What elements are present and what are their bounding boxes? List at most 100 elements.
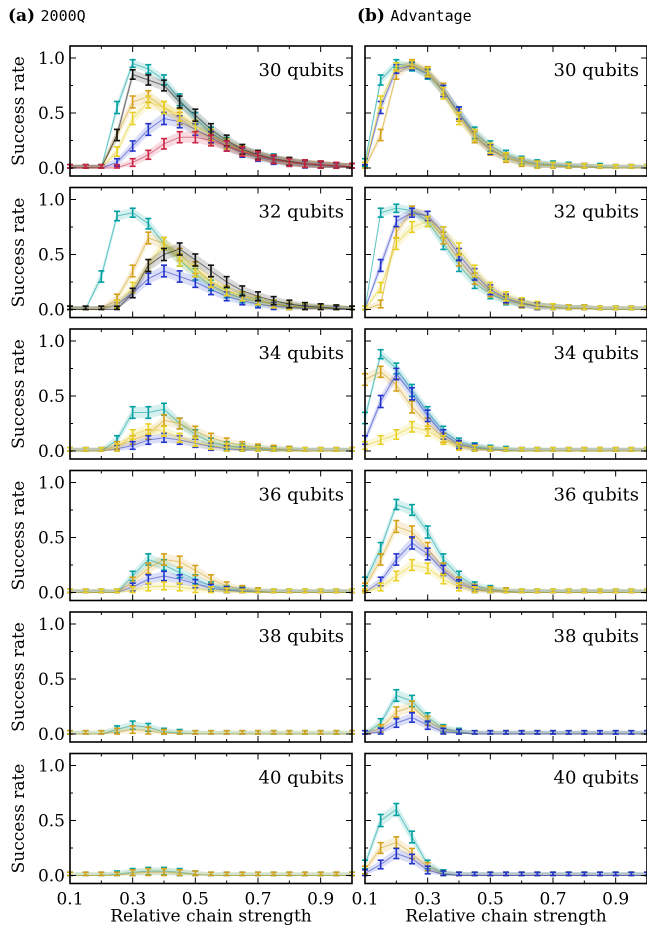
error-bar	[565, 588, 572, 594]
series-band	[70, 423, 352, 451]
error-bar	[161, 247, 167, 262]
error-bar	[409, 420, 415, 433]
error-bar	[377, 841, 384, 855]
error-bar	[550, 161, 556, 169]
series-band	[70, 868, 352, 876]
x-tick-label: 0.1	[351, 890, 378, 910]
error-bar	[456, 111, 462, 126]
error-bar	[503, 446, 509, 452]
series	[362, 215, 647, 311]
error-bar	[534, 300, 541, 310]
error-bar	[302, 301, 308, 311]
x-tick-label: 0.5	[182, 890, 209, 910]
error-bar	[581, 446, 588, 452]
error-bar	[409, 386, 415, 401]
column-tag: (a)	[8, 6, 36, 26]
error-bar	[223, 587, 230, 594]
error-bar	[487, 587, 494, 594]
error-bar	[409, 503, 415, 517]
series	[362, 711, 647, 735]
error-bar	[82, 588, 89, 594]
error-bar	[393, 553, 400, 566]
error-bar	[98, 871, 105, 877]
error-bar	[333, 304, 340, 311]
error-bar	[393, 802, 400, 817]
error-bar	[393, 203, 400, 214]
error-bar	[255, 871, 261, 877]
error-bar	[82, 446, 89, 452]
error-bar	[270, 871, 277, 877]
panel-title: 32 qubits	[259, 202, 345, 223]
y-tick-label: 0.5	[38, 812, 65, 832]
error-bar	[176, 242, 183, 256]
error-bar	[612, 446, 619, 452]
error-bar	[440, 86, 447, 100]
error-bar	[456, 871, 462, 877]
error-bar	[424, 720, 431, 731]
error-bar	[208, 585, 214, 594]
error-bar	[161, 264, 167, 278]
y-axis-label: Success rate	[9, 339, 29, 449]
error-bar	[393, 706, 400, 718]
error-bar	[161, 728, 167, 735]
error-bar	[628, 305, 635, 311]
error-bar	[129, 868, 136, 877]
error-bar	[550, 729, 556, 735]
error-bar	[145, 405, 152, 420]
error-bar	[239, 285, 246, 297]
error-bar	[612, 588, 619, 594]
error-bar	[145, 258, 152, 273]
error-bar	[440, 727, 447, 735]
error-bar	[129, 405, 136, 420]
error-bar	[377, 859, 384, 870]
panel-2000q-36: 0.0 0.5 1.0 36 qubits Success rate	[9, 469, 355, 604]
error-bar	[145, 726, 152, 735]
series-band	[70, 403, 352, 451]
error-bar	[565, 871, 572, 877]
error-bar	[628, 163, 635, 169]
error-bar	[98, 270, 105, 283]
error-bar	[487, 871, 494, 877]
error-bar	[239, 444, 246, 452]
series-band	[365, 803, 647, 876]
error-bar	[145, 867, 152, 877]
error-bar	[302, 159, 308, 169]
error-bar	[487, 729, 494, 735]
panel-frame	[69, 469, 353, 602]
error-bar	[456, 582, 462, 592]
panel-2000q-32: 0.0 0.5 1.0 32 qubits Success rate	[9, 186, 355, 321]
x-tick-label: 0.1	[56, 890, 83, 910]
panel-advantage-30: 30 qubits	[362, 45, 647, 177]
error-bar	[503, 871, 509, 877]
error-bar	[581, 304, 588, 311]
series-band	[70, 725, 352, 734]
panel-title: 30 qubits	[554, 60, 640, 81]
error-bar	[409, 830, 415, 844]
y-tick-label: 1.0	[38, 49, 65, 69]
error-bar	[393, 717, 400, 729]
error-bar	[176, 130, 183, 144]
x-tick-label: 0.7	[244, 890, 271, 910]
series	[67, 242, 355, 311]
panel-title: 38 qubits	[259, 626, 345, 647]
error-bar	[129, 585, 136, 594]
error-bar	[176, 582, 183, 592]
error-bar	[456, 442, 462, 452]
error-bar	[471, 871, 478, 877]
error-bar	[302, 446, 308, 452]
panel-frame	[364, 752, 647, 885]
error-bar	[424, 409, 431, 423]
panel-advantage-34: 34 qubits	[362, 328, 647, 460]
series	[67, 68, 355, 169]
error-bar	[114, 100, 120, 115]
error-bar	[286, 446, 293, 452]
error-bar	[82, 729, 89, 735]
error-bar	[239, 729, 246, 735]
error-bar	[503, 729, 509, 735]
error-bar	[192, 584, 199, 594]
error-bar	[333, 446, 340, 452]
error-bar	[161, 425, 167, 437]
series-band	[365, 421, 647, 451]
error-bar	[440, 870, 447, 877]
